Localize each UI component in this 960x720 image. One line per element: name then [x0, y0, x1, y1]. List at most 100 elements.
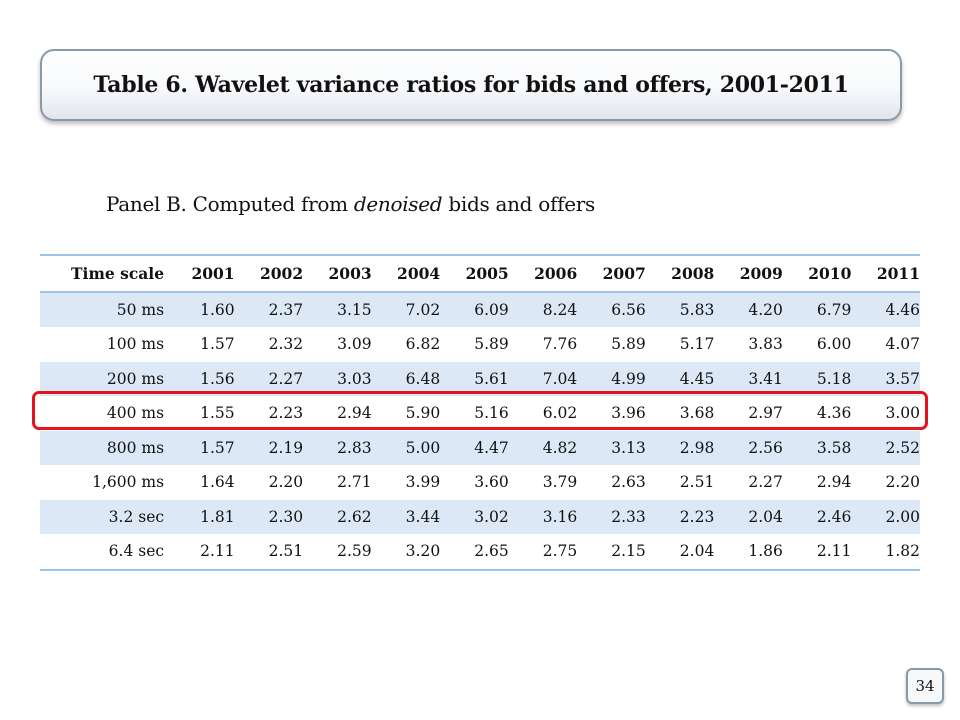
ratio-cell: 6.79 — [816, 300, 852, 319]
ratio-cell: 2.19 — [268, 438, 304, 457]
time-scale-cell: 3.2 sec — [108, 507, 165, 526]
ratio-cell: 3.44 — [405, 507, 441, 526]
slide-title: Table 6. Wavelet variance ratios for bid… — [93, 72, 849, 98]
ratio-cell: 2.97 — [748, 404, 783, 423]
ratio-cell: 6.82 — [405, 335, 441, 354]
ratio-cell: 2.71 — [337, 473, 372, 492]
ratio-cell: 8.24 — [542, 300, 578, 319]
table-row: 800 ms 1.57 2.19 2.83 5.00 4.47 4.82 3.13 2.98 2.… — [40, 430, 920, 465]
ratio-cell: 4.07 — [885, 335, 920, 354]
ratio-cell: 2.65 — [474, 542, 509, 561]
ratio-cell: 2.33 — [611, 507, 646, 526]
column-header-year: 2002 — [259, 263, 304, 283]
ratio-cell: 1.82 — [885, 542, 920, 561]
ratio-cell: 3.09 — [337, 335, 372, 354]
ratio-cell: 2.52 — [885, 438, 920, 457]
ratio-cell: 5.00 — [405, 438, 441, 457]
time-scale-cell: 200 ms — [106, 369, 165, 388]
ratio-cell: 2.94 — [816, 473, 852, 492]
table-row: 200 ms 1.56 2.27 3.03 6.48 5.61 7.04 4.99 4.45 3.… — [40, 361, 920, 396]
ratio-cell: 2.83 — [337, 438, 372, 457]
ratio-cell: 1.56 — [200, 369, 235, 388]
ratio-cell: 1.81 — [200, 507, 235, 526]
column-header-year: 2008 — [671, 263, 715, 283]
ratio-cell: 2.20 — [885, 473, 920, 492]
table-header-row: Time scale 2001 2002 2003 2004 2005 2006 2007 20… — [40, 255, 920, 292]
ratio-cell: 3.68 — [679, 404, 715, 423]
ratio-cell: 7.04 — [542, 369, 578, 388]
ratio-cell: 3.60 — [474, 473, 509, 492]
ratio-cell: 5.61 — [474, 369, 509, 388]
column-header-year: 2009 — [739, 263, 783, 283]
ratio-cell: 2.11 — [200, 542, 235, 561]
panel-caption-emphasis: denoised — [353, 192, 443, 216]
ratio-cell: 2.63 — [611, 473, 646, 492]
ratio-cell: 2.20 — [268, 473, 304, 492]
ratio-cell: 2.30 — [268, 507, 304, 526]
column-header-year: 2007 — [602, 263, 646, 283]
ratio-cell: 3.03 — [337, 369, 372, 388]
ratio-cell: 1.64 — [200, 473, 235, 492]
ratio-cell: 3.99 — [405, 473, 441, 492]
ratio-cell: 2.04 — [748, 507, 783, 526]
table-row: 1,600 ms 1.64 2.20 2.71 3.99 3.60 3.79 2.63 2.51… — [40, 465, 920, 500]
ratio-cell: 1.55 — [200, 404, 235, 423]
ratio-cell: 2.46 — [816, 507, 852, 526]
ratio-cell: 4.82 — [542, 438, 578, 457]
ratio-cell: 2.32 — [268, 335, 304, 354]
panel-caption: Panel B. Computed from denoised bids and… — [106, 192, 595, 216]
ratio-cell: 5.18 — [816, 369, 852, 388]
table-row: 3.2 sec 1.81 2.30 2.62 3.44 3.02 3.16 2.33 2.23 2… — [40, 499, 920, 534]
ratio-cell: 2.98 — [679, 438, 715, 457]
table-row: 50 ms 1.60 2.37 3.15 7.02 6.09 8.24 6.56 5.83 4.2… — [40, 291, 920, 327]
table-row: 6.4 sec 2.11 2.51 2.59 3.20 2.65 2.75 2.15 2.04 1… — [40, 534, 920, 570]
ratio-cell: 2.11 — [816, 542, 852, 561]
ratio-cell: 2.37 — [268, 300, 304, 319]
column-header-year: 2010 — [808, 263, 852, 283]
ratio-cell: 3.02 — [474, 507, 509, 526]
ratio-cell: 2.04 — [679, 542, 715, 561]
ratio-cell: 7.76 — [542, 335, 578, 354]
slide-title-box: Table 6. Wavelet variance ratios for bid… — [40, 49, 902, 121]
ratio-cell: 3.20 — [405, 542, 441, 561]
time-scale-cell: 800 ms — [106, 438, 165, 457]
ratio-cell: 3.57 — [885, 369, 920, 388]
ratio-cell: 3.16 — [542, 507, 578, 526]
column-header-year: 2003 — [328, 263, 372, 283]
ratio-cell: 5.89 — [611, 335, 646, 354]
column-header-year: 2006 — [534, 263, 578, 283]
table-row: 100 ms 1.57 2.32 3.09 6.82 5.89 7.76 5.89 5.17 3.… — [40, 327, 920, 362]
ratio-cell: 3.00 — [885, 404, 920, 423]
time-scale-cell: 6.4 sec — [108, 542, 165, 561]
ratio-cell: 4.99 — [611, 369, 646, 388]
ratio-cell: 2.94 — [337, 404, 372, 423]
ratio-cell: 2.27 — [268, 369, 304, 388]
column-header-time-scale: Time scale — [71, 263, 165, 283]
ratio-cell: 2.00 — [885, 507, 920, 526]
ratio-cell: 2.59 — [337, 542, 372, 561]
ratio-cell: 4.20 — [748, 300, 783, 319]
ratio-cell: 5.90 — [405, 404, 441, 423]
ratio-cell: 2.23 — [679, 507, 715, 526]
ratio-cell: 5.89 — [474, 335, 509, 354]
column-header-year: 2001 — [191, 263, 235, 283]
time-scale-cell: 1,600 ms — [92, 473, 165, 492]
ratio-cell: 4.36 — [816, 404, 852, 423]
ratio-cell: 6.48 — [405, 369, 441, 388]
time-scale-cell: 100 ms — [106, 335, 165, 354]
ratio-cell: 3.58 — [816, 438, 852, 457]
ratio-cell: 2.51 — [268, 542, 304, 561]
ratio-cell: 5.83 — [679, 300, 715, 319]
ratio-cell: 2.51 — [679, 473, 715, 492]
ratio-cell: 2.15 — [611, 542, 646, 561]
time-scale-cell: 50 ms — [116, 300, 165, 319]
column-header-year: 2005 — [465, 263, 509, 283]
ratio-cell: 6.00 — [816, 335, 852, 354]
ratio-cell: 2.75 — [542, 542, 578, 561]
ratio-cell: 6.56 — [611, 300, 646, 319]
ratio-cell: 1.57 — [200, 335, 235, 354]
ratio-cell: 3.79 — [542, 473, 578, 492]
table-row: 400 ms 1.55 2.23 2.94 5.90 5.16 6.02 3.96 3.68 2.… — [40, 396, 920, 431]
ratio-cell: 4.46 — [885, 300, 920, 319]
page-number: 34 — [906, 668, 944, 704]
